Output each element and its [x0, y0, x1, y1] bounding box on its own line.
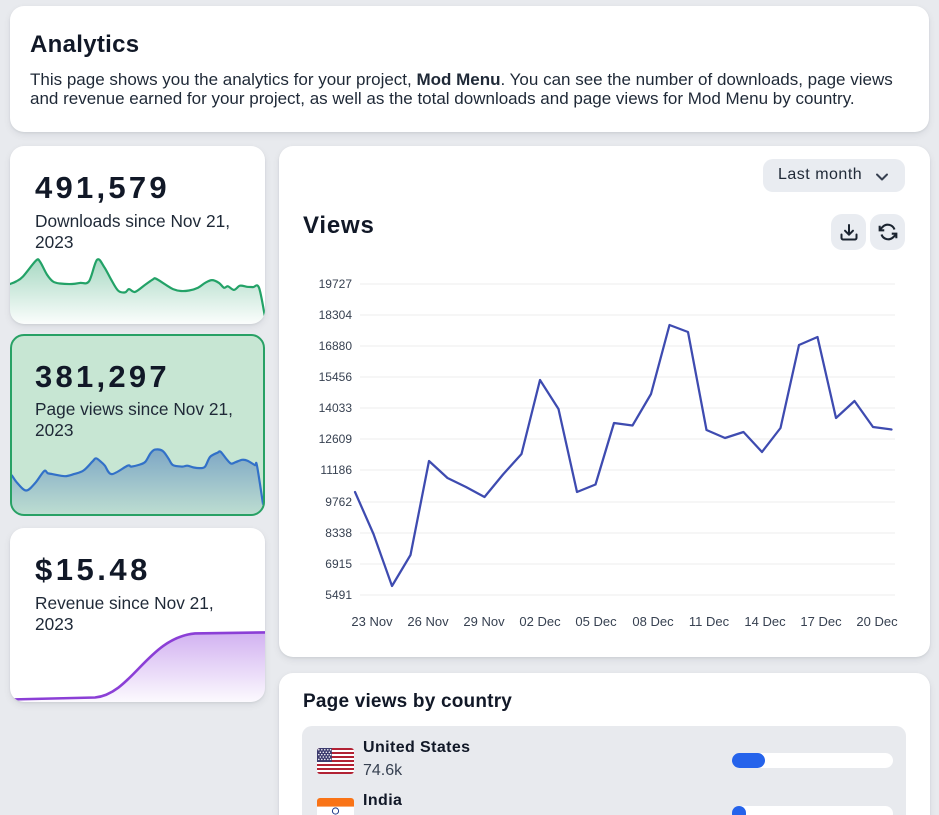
svg-text:19727: 19727 [319, 277, 353, 291]
svg-text:20 Dec: 20 Dec [856, 614, 898, 629]
svg-text:6915: 6915 [325, 557, 352, 571]
svg-text:14033: 14033 [319, 401, 353, 415]
svg-text:29 Nov: 29 Nov [463, 614, 505, 629]
svg-text:26 Nov: 26 Nov [407, 614, 449, 629]
svg-text:23 Nov: 23 Nov [351, 614, 393, 629]
svg-text:15456: 15456 [319, 370, 353, 384]
svg-text:11 Dec: 11 Dec [689, 614, 730, 629]
svg-text:5491: 5491 [325, 588, 352, 602]
svg-text:02 Dec: 02 Dec [519, 614, 561, 629]
svg-text:08 Dec: 08 Dec [632, 614, 674, 629]
svg-text:11186: 11186 [320, 463, 352, 477]
svg-text:14 Dec: 14 Dec [744, 614, 786, 629]
svg-text:8338: 8338 [325, 526, 352, 540]
svg-text:9762: 9762 [325, 495, 352, 509]
svg-text:12609: 12609 [319, 432, 353, 446]
svg-text:17 Dec: 17 Dec [800, 614, 842, 629]
svg-text:16880: 16880 [319, 339, 353, 353]
svg-text:05 Dec: 05 Dec [575, 614, 617, 629]
svg-text:18304: 18304 [319, 308, 353, 322]
